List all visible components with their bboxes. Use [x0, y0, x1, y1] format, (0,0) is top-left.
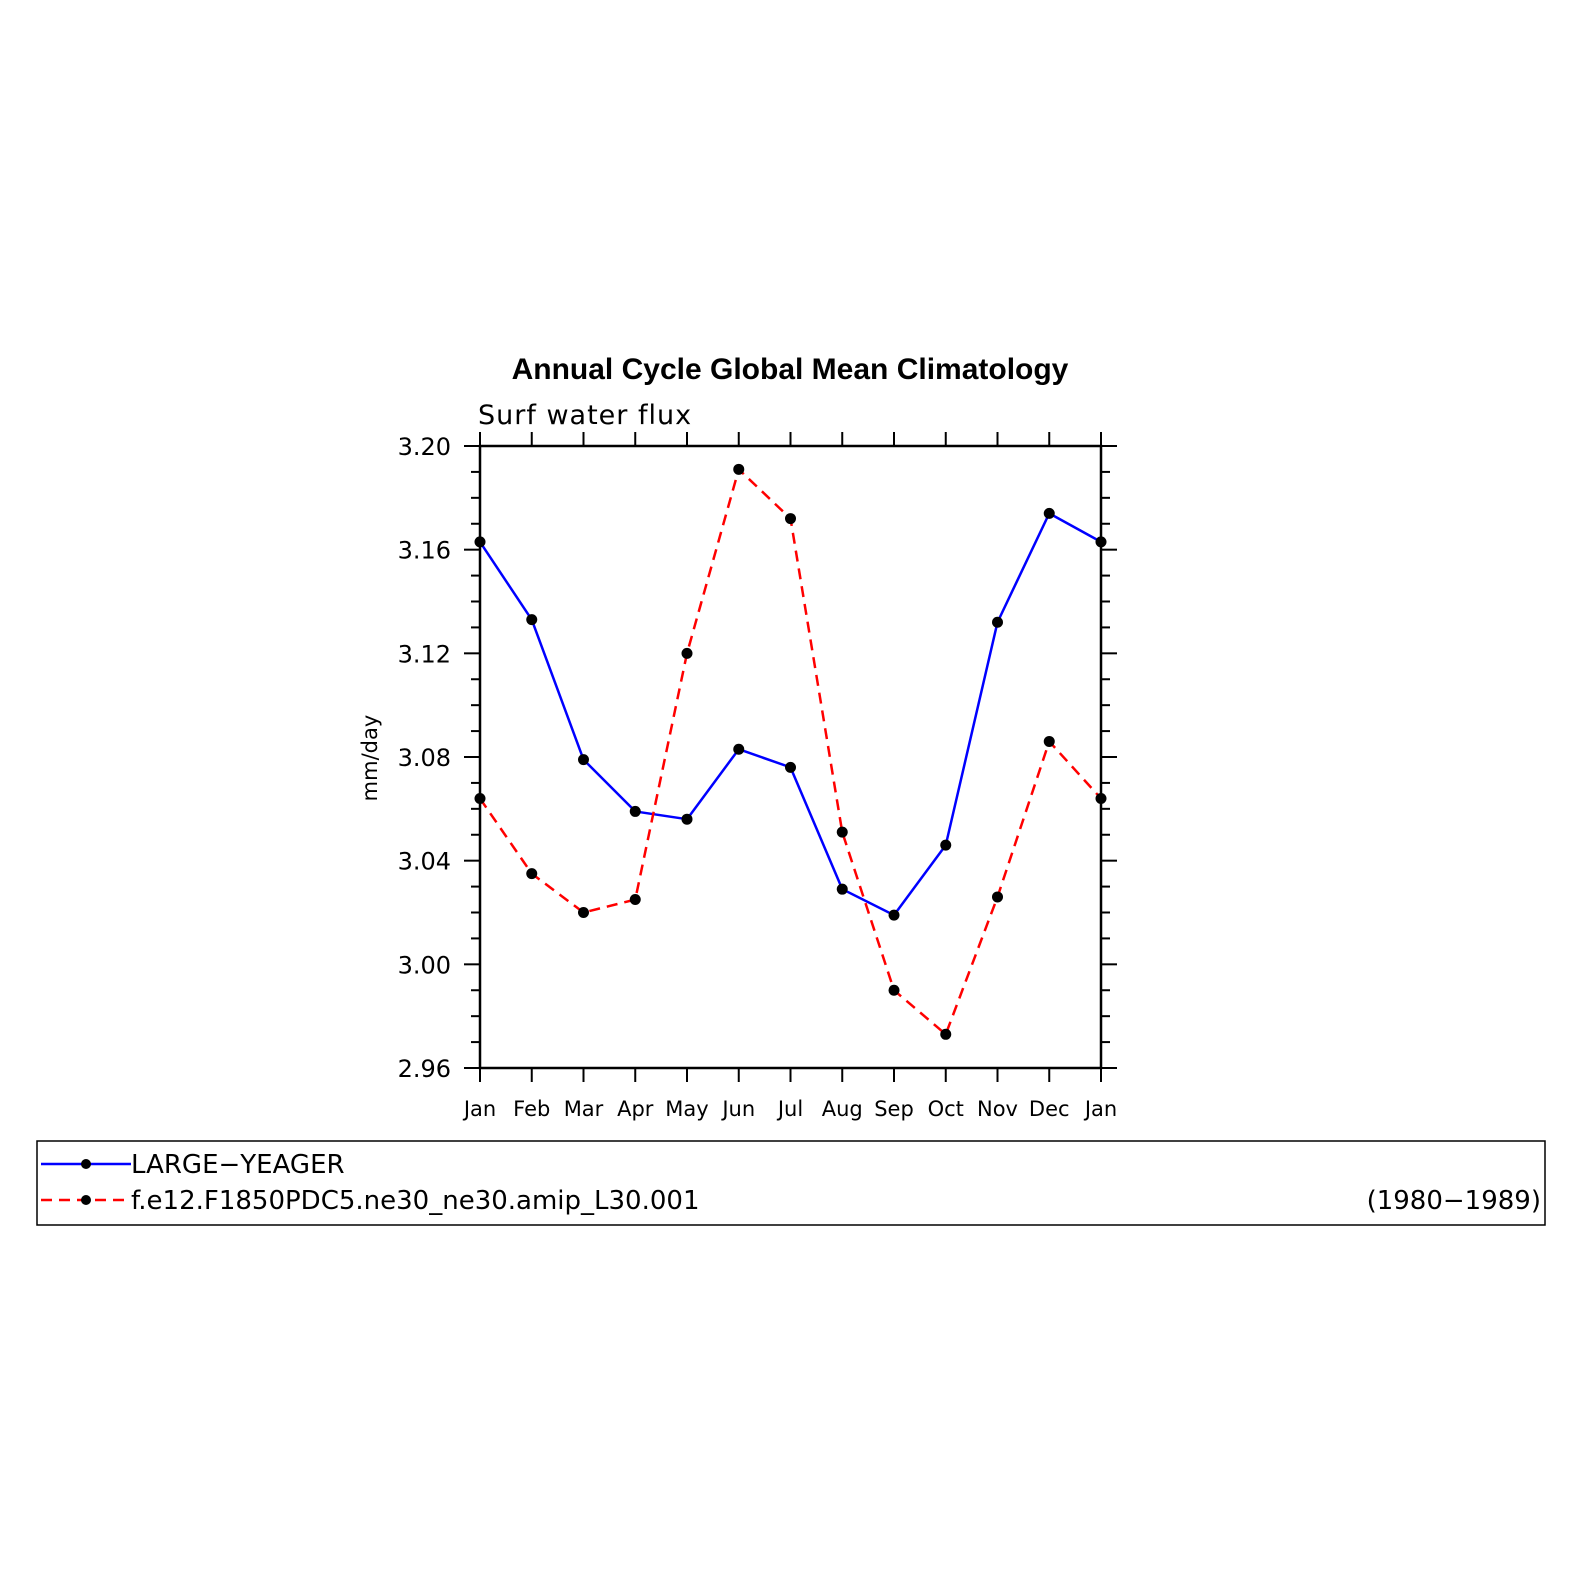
plot-frame — [478, 444, 1103, 1070]
y-tick-label: 3.00 — [398, 951, 451, 979]
series-1-point — [785, 761, 796, 773]
series-2-point — [526, 868, 538, 880]
series-2-point — [733, 463, 745, 475]
series-1-point — [888, 909, 900, 921]
y-tick-label: 3.04 — [398, 848, 451, 876]
y-tick-label: 3.12 — [398, 640, 451, 668]
legend-label-series-2: f.e12.F1850PDC5.ne30_ne30.amip_L30.001 — [131, 1186, 699, 1216]
series-1-point — [733, 743, 745, 755]
x-tick-label: Nov — [977, 1097, 1018, 1121]
legend-label-series-1: LARGE−YEAGER — [131, 1150, 345, 1180]
series-2-point — [578, 907, 589, 918]
x-tick-label: Apr — [617, 1097, 654, 1121]
chart-title: Annual Cycle Global Mean Climatology — [512, 353, 1069, 386]
series-2-point — [888, 984, 900, 996]
series-2-point — [629, 894, 641, 906]
series-1-point — [836, 883, 848, 895]
legend: LARGE−YEAGER f.e12.F1850PDC5.ne30_ne30.a… — [36, 1140, 1546, 1226]
series-2-point — [1095, 792, 1107, 804]
series-1-point — [474, 536, 486, 548]
x-tick-label: Dec — [1029, 1097, 1070, 1121]
series-2-point — [940, 1028, 952, 1040]
y-tick-label: 3.08 — [398, 744, 451, 772]
legend-box — [36, 1140, 1546, 1226]
series-1-point — [940, 839, 952, 851]
series-1-point — [1043, 507, 1055, 519]
x-tick-label: Mar — [564, 1097, 604, 1121]
chart-subtitle: Surf water flux — [478, 400, 692, 431]
x-tick-label: Jan — [462, 1097, 496, 1121]
legend-period-note: (1980−1989) — [1367, 1186, 1541, 1216]
series-line-2 — [478, 468, 1102, 1036]
legend-marker-series-1 — [81, 1159, 91, 1169]
series-1-point — [1095, 536, 1107, 548]
x-tick-label: Jul — [776, 1097, 803, 1121]
x-tick-label: Feb — [513, 1097, 550, 1121]
y-tick-label: 2.96 — [398, 1055, 451, 1083]
series-2-point — [992, 891, 1003, 903]
series-1-point — [526, 614, 538, 626]
series-2-point — [785, 513, 796, 525]
series-2-point — [474, 792, 486, 804]
series-line-1 — [478, 512, 1102, 917]
x-tick-label: Oct — [928, 1097, 964, 1121]
series-2-point — [1043, 735, 1055, 747]
series-1-point — [681, 813, 693, 825]
x-tick-label: Jan — [1083, 1097, 1117, 1121]
y-axis-title: mm/day — [358, 715, 382, 802]
series-1-point — [629, 805, 641, 817]
plot-axes: Jan Feb Mar Apr May Jun Jul Aug Sep Oct Nov Dec Jan 3… — [398, 432, 1117, 1121]
x-tick-label: Aug — [822, 1097, 863, 1121]
x-tick-label: May — [665, 1097, 708, 1121]
series-layer — [474, 463, 1107, 1040]
x-tick-label: Sep — [874, 1097, 914, 1121]
series-1-point — [578, 754, 589, 766]
series-2-point — [681, 647, 693, 659]
series-2-point — [836, 826, 848, 838]
y-tick-label: 3.20 — [398, 433, 451, 461]
series-1-point — [992, 616, 1003, 628]
y-tick-label: 3.16 — [398, 537, 451, 565]
x-tick-label: Jun — [720, 1097, 755, 1121]
legend-marker-series-2 — [81, 1195, 91, 1205]
